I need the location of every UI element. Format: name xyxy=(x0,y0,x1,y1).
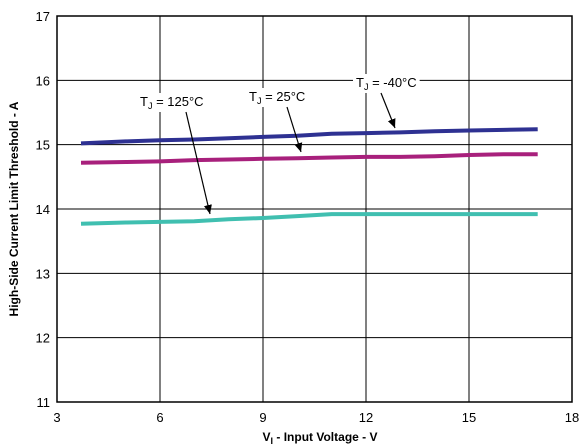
x-axis-title-main: V xyxy=(263,430,271,444)
x-tick-label: 3 xyxy=(53,410,60,425)
annotation-label-sub: J xyxy=(148,101,153,111)
annotation-arrow xyxy=(286,106,303,153)
x-axis-title-sub: I xyxy=(271,436,274,446)
y-tick-label: 15 xyxy=(36,138,50,153)
y-tick-label: 12 xyxy=(36,331,50,346)
tick-labels: 3 6 9 12 15 18 11 12 13 14 15 16 17 xyxy=(36,9,580,425)
annotation-label-sub: J xyxy=(364,82,369,92)
annotation-label-rest: = 125°C xyxy=(152,94,203,109)
annotation-label-background xyxy=(137,93,207,112)
annotation-label-main: T xyxy=(140,94,148,109)
y-tick-label: 16 xyxy=(36,73,50,88)
series-line-tj-125c xyxy=(80,212,538,226)
x-tick-label: 18 xyxy=(565,410,579,425)
annotation-label-main: T xyxy=(356,75,364,90)
annotation-label-main: T xyxy=(249,89,257,104)
annotation-label-background xyxy=(246,88,309,107)
annotation-label-rest: = 25°C xyxy=(261,89,305,104)
series-line-tj-minus40c xyxy=(80,127,538,146)
annotation-tj-minus40c: TJ = -40°C xyxy=(353,74,420,129)
annotation-arrow xyxy=(380,92,396,129)
annotation-label: TJ = 25°C xyxy=(249,89,305,106)
y-tick-label: 13 xyxy=(36,266,50,281)
y-tick-label: 14 xyxy=(36,202,50,217)
annotations: TJ = 125°C TJ = 25°CTJ = -40°C xyxy=(137,74,420,215)
y-axis-title: High-Side Current Limit Threshold - A xyxy=(7,101,21,316)
annotation-label: TJ = 125°C xyxy=(140,94,204,111)
annotation-tj-125c: TJ = 125°C xyxy=(137,93,212,215)
y-tick-label: 17 xyxy=(36,9,50,24)
annotation-label-background xyxy=(353,74,420,93)
annotation-label-sub: J xyxy=(257,96,262,106)
annotation-tj-25c: TJ = 25°C xyxy=(246,88,309,153)
x-tick-label: 6 xyxy=(156,410,163,425)
annotation-label: TJ = -40°C xyxy=(356,75,417,92)
y-tick-label: 11 xyxy=(37,395,51,410)
x-tick-label: 15 xyxy=(462,410,476,425)
x-axis-title-rest: - Input Voltage - V xyxy=(273,430,377,444)
x-axis-title: VI - Input Voltage - V xyxy=(263,430,378,446)
x-tick-label: 9 xyxy=(259,410,266,425)
annotation-label-rest: = -40°C xyxy=(368,75,416,90)
plot-border xyxy=(56,15,573,403)
series-layer xyxy=(80,127,538,226)
grid xyxy=(57,16,572,402)
annotation-arrow xyxy=(185,111,212,215)
x-tick-label: 12 xyxy=(359,410,373,425)
series-line-tj-25c xyxy=(80,152,538,165)
